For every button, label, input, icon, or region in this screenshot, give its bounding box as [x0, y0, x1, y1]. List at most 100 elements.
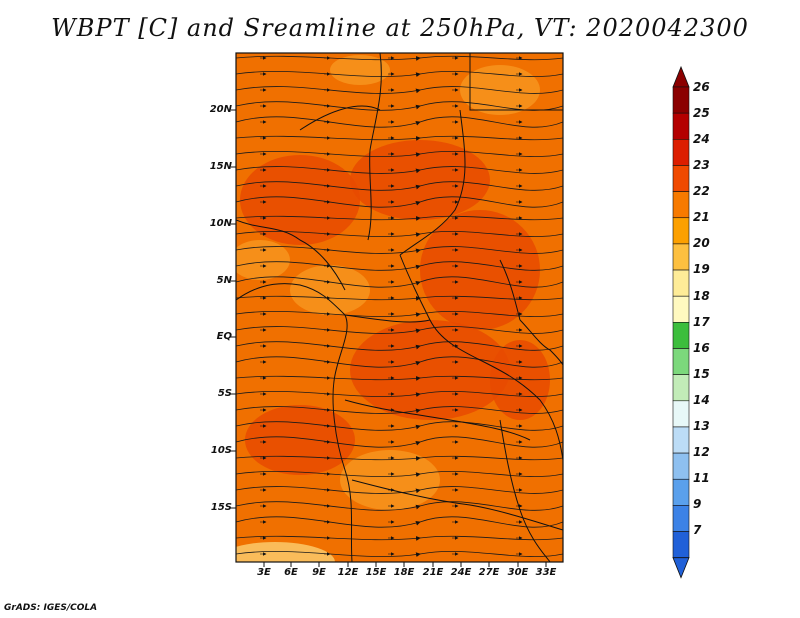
streamline [236, 311, 563, 318]
colorbar-label-21: 21 [693, 210, 710, 224]
lon-label-3e: 3E [257, 567, 271, 578]
colorbar-label-24: 24 [693, 132, 710, 146]
colorbar [672, 65, 690, 579]
lat-label-5n: 5N [216, 275, 232, 286]
streamline [236, 551, 563, 558]
lon-label-9e: 9E [312, 567, 326, 578]
streamline [236, 246, 563, 254]
streamline [236, 421, 563, 431]
field-patch [460, 65, 540, 115]
colorbar-segment [672, 295, 690, 323]
lat-label-5s: 5S [217, 388, 232, 399]
streamline [236, 486, 563, 494]
colorbar-segment [672, 217, 690, 245]
country-borders [236, 53, 563, 562]
colorbar-label-20: 20 [693, 236, 710, 250]
colorbar-segment [672, 452, 690, 480]
colorbar-segment [672, 243, 690, 271]
field-patch [420, 210, 540, 330]
colorbar-label-14: 14 [693, 393, 710, 407]
colorbar-label-13: 13 [693, 419, 710, 433]
streamline [236, 196, 563, 208]
colorbar-label-9: 9 [693, 497, 702, 511]
colorbar-label-7: 7 [693, 523, 702, 537]
lat-label-15n: 15N [209, 161, 232, 172]
streamline [236, 231, 563, 238]
streamline [236, 166, 563, 174]
streamlines [236, 55, 563, 558]
colorbar-label-22: 22 [693, 184, 710, 198]
colorbar-label-25: 25 [693, 106, 710, 120]
colorbar-label-12: 12 [693, 445, 710, 459]
streamline [236, 116, 563, 128]
streamline [236, 101, 563, 111]
lat-label-eq: EQ [216, 331, 232, 342]
colorbar-bottom-arrow [672, 557, 690, 579]
lon-label-27e: 27E [478, 567, 500, 578]
colorbar-segment [672, 426, 690, 454]
streamline [236, 261, 563, 271]
field-patch [350, 140, 490, 220]
colorbar-segment [672, 322, 690, 349]
field-patch [245, 405, 355, 475]
streamline [236, 516, 563, 528]
lon-label-18e: 18E [393, 567, 415, 578]
colorbar-segment [672, 165, 690, 192]
colorbar-segment [672, 191, 690, 219]
colorbar-segment [672, 86, 690, 114]
field-patch [490, 340, 550, 420]
field-patch [290, 265, 370, 315]
streamline [236, 276, 563, 288]
colorbar-segment [672, 400, 690, 428]
colorbar-segment [672, 348, 690, 375]
map-frame [235, 52, 564, 563]
colorbar-label-15: 15 [693, 367, 710, 381]
streamline [236, 471, 563, 478]
streamline [236, 151, 563, 158]
colorbar-label-26: 26 [693, 80, 710, 94]
lat-label-20n: 20N [209, 104, 232, 115]
colorbar-segment [672, 531, 690, 558]
colorbar-segment [672, 374, 690, 402]
colorbar-segment [672, 478, 690, 506]
field-patch [236, 240, 290, 280]
colorbar-label-19: 19 [693, 262, 710, 276]
colorbar-top-arrow [672, 65, 690, 88]
streamline [236, 356, 563, 368]
streamline [236, 391, 563, 398]
streamline [236, 71, 563, 78]
lon-label-33e: 33E [535, 567, 557, 578]
colorbar-label-17: 17 [693, 315, 710, 329]
field-patch [236, 542, 335, 562]
colorbar-segment [672, 112, 690, 140]
footer-credit: GrADS: IGES/COLA [4, 603, 98, 613]
lon-label-24e: 24E [450, 567, 472, 578]
colorbar-segment [672, 269, 690, 297]
field-patch [350, 320, 510, 420]
lon-label-15e: 15E [365, 567, 387, 578]
colorbar-segment [672, 505, 690, 532]
wbpt-field [236, 55, 550, 562]
streamline [236, 326, 563, 334]
lon-label-30e: 30E [507, 567, 529, 578]
field-patch [240, 155, 360, 245]
colorbar-label-18: 18 [693, 289, 710, 303]
colorbar-label-16: 16 [693, 341, 710, 355]
streamline [236, 181, 563, 191]
chart-title: WBPT [C] and Sreamline at 250hPa, VT: 20… [51, 14, 749, 42]
lon-label-6e: 6E [284, 567, 298, 578]
colorbar-label-11: 11 [693, 471, 710, 485]
colorbar-label-23: 23 [693, 158, 710, 172]
lat-label-10n: 10N [209, 218, 232, 229]
lat-label-10s: 10S [210, 445, 232, 456]
lon-label-21e: 21E [422, 567, 444, 578]
streamline [236, 86, 563, 94]
lat-label-15s: 15S [210, 502, 232, 513]
colorbar-segment [672, 139, 690, 166]
map-area [236, 53, 563, 562]
streamline [236, 436, 563, 448]
streamline [236, 341, 563, 351]
field-patch [330, 55, 390, 85]
streamline [236, 406, 563, 414]
